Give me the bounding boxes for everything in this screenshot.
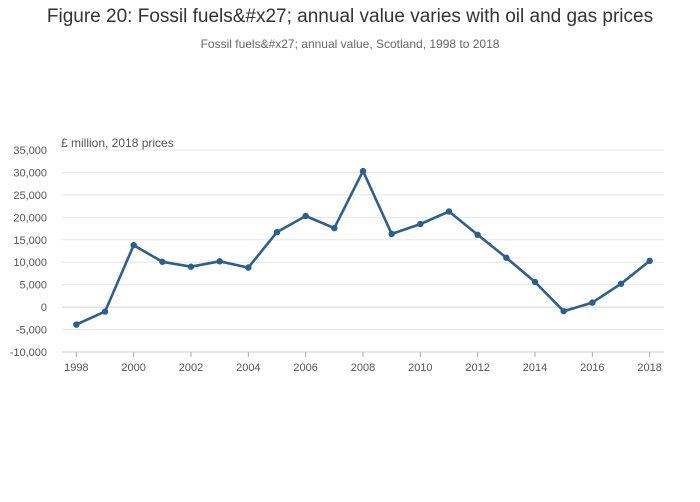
data-point[interactable] xyxy=(359,167,367,175)
data-point[interactable] xyxy=(388,230,395,238)
data-point[interactable] xyxy=(503,254,510,261)
x-tick-label: 2010 xyxy=(408,362,432,374)
x-tick-label: 2004 xyxy=(236,362,260,374)
data-point[interactable] xyxy=(73,321,80,328)
x-tick-label: 2012 xyxy=(465,362,489,374)
chart-title: Figure 20: Fossil fuels&#x27; annual val… xyxy=(46,6,654,27)
data-point[interactable] xyxy=(560,307,567,315)
series-line xyxy=(75,169,652,326)
data-point[interactable] xyxy=(101,308,109,315)
series-layer xyxy=(73,167,653,328)
y-tick-label: 25,000 xyxy=(13,190,47,202)
x-tick-label: 2016 xyxy=(580,362,604,374)
y-axis-ticks: -10,000 -5,000 0 5,000 10,000 15,000 20,000 25,… xyxy=(10,145,47,359)
y-tick-label: 30,000 xyxy=(13,167,47,179)
data-point[interactable] xyxy=(331,224,338,232)
y-tick-label: 15,000 xyxy=(13,235,47,247)
data-point[interactable] xyxy=(302,212,309,220)
data-point[interactable] xyxy=(474,231,481,239)
chart-subtitle: Fossil fuels&#x27; annual value, Scotlan… xyxy=(200,37,500,51)
x-tick-label: 1998 xyxy=(64,362,88,374)
gridlines xyxy=(62,149,664,353)
x-axis-ticks: 1998 2000 2002 2004 2006 2008 2010 2012 2014 2016… xyxy=(64,352,662,374)
data-point[interactable] xyxy=(245,264,252,271)
data-point[interactable] xyxy=(646,257,653,265)
y-tick-label: -5,000 xyxy=(16,325,47,337)
data-point[interactable] xyxy=(589,299,596,306)
data-point[interactable] xyxy=(187,263,195,270)
x-tick-label: 2002 xyxy=(179,362,203,374)
y-tick-label: 0 xyxy=(41,302,47,314)
x-tick-label: 2000 xyxy=(121,362,145,374)
x-tick-label: 2014 xyxy=(523,362,547,374)
data-point[interactable] xyxy=(216,258,223,265)
data-point[interactable] xyxy=(273,228,281,236)
y-tick-label: 35,000 xyxy=(13,145,47,157)
data-point[interactable] xyxy=(617,280,625,287)
data-point[interactable] xyxy=(445,208,453,215)
data-point[interactable] xyxy=(130,241,137,249)
y-tick-label: 10,000 xyxy=(13,257,47,269)
x-tick-label: 2018 xyxy=(637,362,661,374)
data-point[interactable] xyxy=(159,258,166,265)
x-tick-label: 2008 xyxy=(351,362,375,374)
data-point[interactable] xyxy=(531,278,539,286)
y-tick-label: 20,000 xyxy=(13,212,47,224)
y-tick-label: 5,000 xyxy=(19,280,47,292)
y-axis-unit-label: £ million, 2018 prices xyxy=(61,136,174,150)
data-point[interactable] xyxy=(417,220,424,228)
x-tick-label: 2006 xyxy=(293,362,317,374)
y-tick-label: -10,000 xyxy=(10,347,47,359)
